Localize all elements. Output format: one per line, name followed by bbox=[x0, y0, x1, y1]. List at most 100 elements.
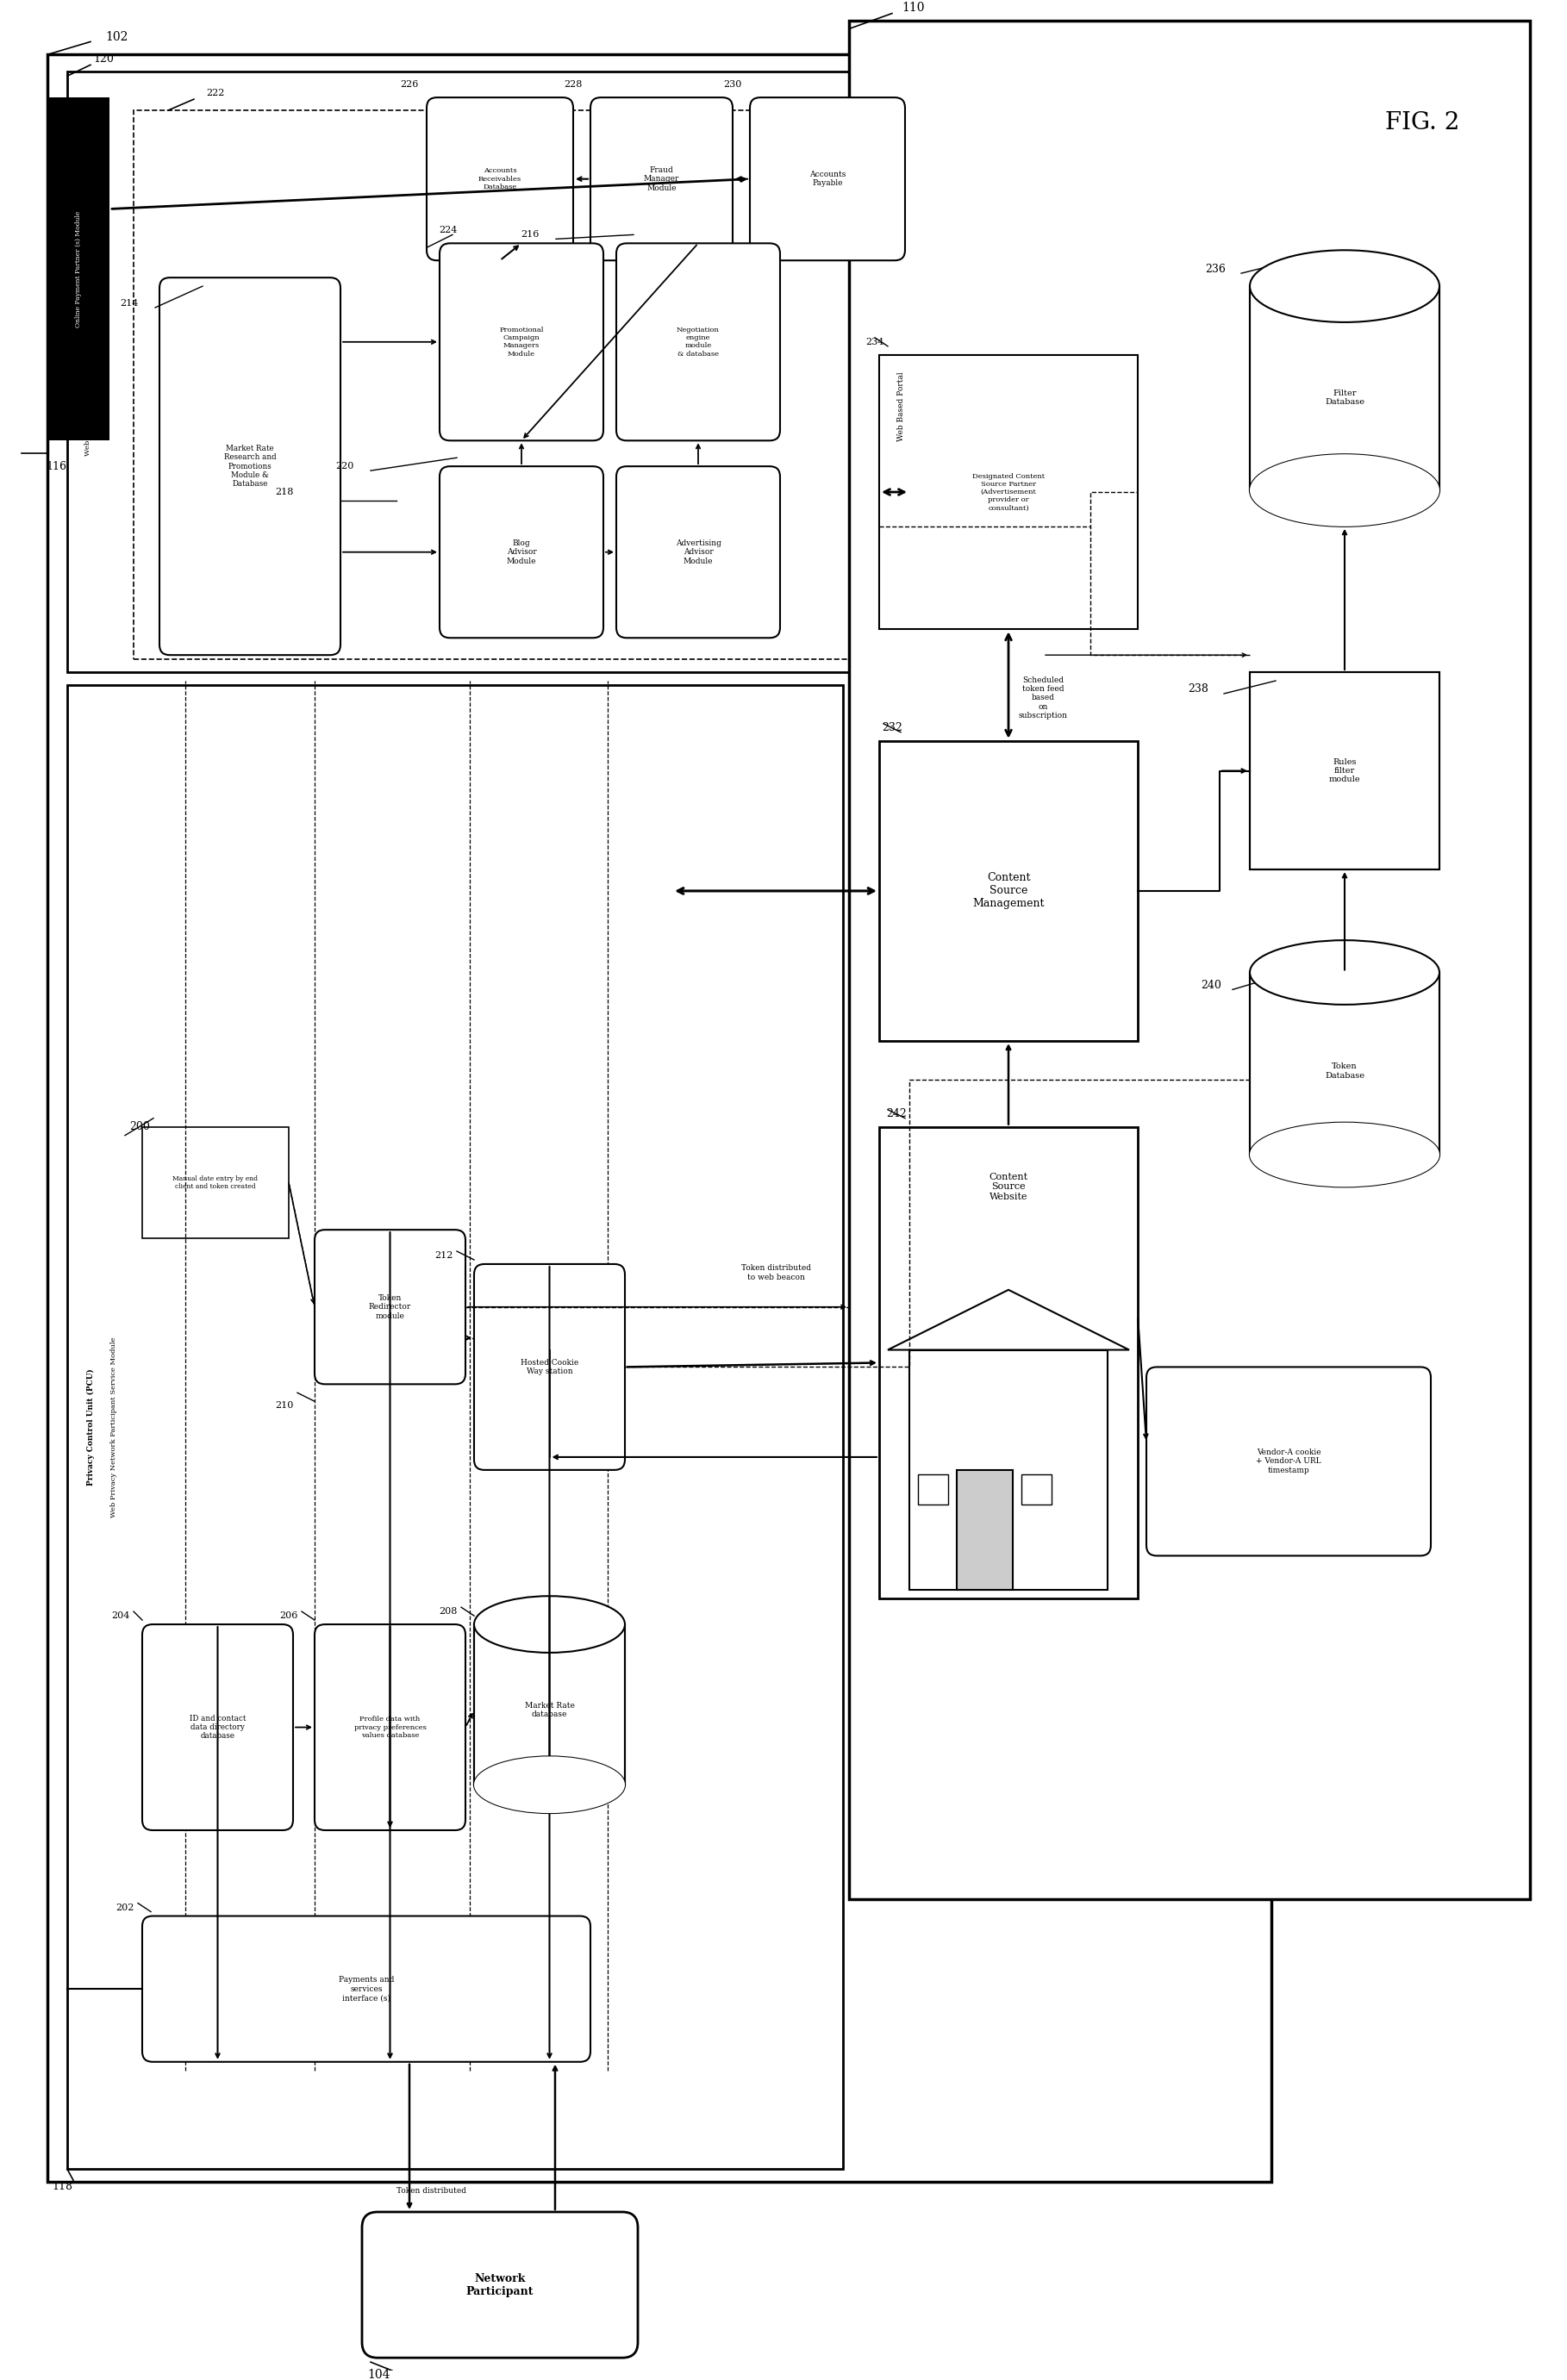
Text: Content
Source
Website: Content Source Website bbox=[989, 1173, 1028, 1202]
Text: 104: 104 bbox=[368, 2368, 390, 2380]
Text: 232: 232 bbox=[882, 724, 903, 733]
FancyBboxPatch shape bbox=[616, 243, 780, 440]
Text: Accounts
Receivables
Database: Accounts Receivables Database bbox=[478, 167, 522, 190]
Text: 200: 200 bbox=[130, 1121, 150, 1133]
Text: Blog
Advisor
Module: Blog Advisor Module bbox=[506, 540, 536, 564]
Text: 206: 206 bbox=[279, 1611, 298, 1621]
Text: 202: 202 bbox=[116, 1904, 135, 1911]
Bar bbox=[133, 109, 884, 659]
Ellipse shape bbox=[1250, 940, 1440, 1004]
Text: Payments and
services
interface (s): Payments and services interface (s) bbox=[338, 1975, 393, 2002]
Ellipse shape bbox=[1250, 250, 1440, 321]
Text: Fraud
Manager
Module: Fraud Manager Module bbox=[644, 167, 680, 193]
Text: Advertising
Advisor
Module: Advertising Advisor Module bbox=[675, 540, 721, 564]
Text: Token distributed: Token distributed bbox=[396, 2187, 465, 2194]
Bar bbox=[1250, 973, 1440, 1154]
Bar bbox=[1250, 671, 1440, 869]
FancyBboxPatch shape bbox=[440, 466, 603, 638]
Bar bbox=[879, 355, 1138, 628]
FancyBboxPatch shape bbox=[426, 98, 574, 259]
Text: 210: 210 bbox=[276, 1402, 293, 1409]
Text: 226: 226 bbox=[400, 81, 418, 88]
Bar bbox=[67, 685, 843, 2168]
Text: 204: 204 bbox=[111, 1611, 130, 1621]
Bar bbox=[1022, 1473, 1051, 1504]
FancyBboxPatch shape bbox=[751, 98, 906, 259]
Text: Negotiation
engine
module
& database: Negotiation engine module & database bbox=[677, 326, 719, 357]
Text: Hosted Cookie
Way station: Hosted Cookie Way station bbox=[520, 1359, 578, 1376]
Text: 102: 102 bbox=[105, 31, 128, 43]
Text: 234: 234 bbox=[865, 338, 884, 345]
Text: 208: 208 bbox=[439, 1606, 458, 1616]
Text: Rules
filter
module: Rules filter module bbox=[1329, 757, 1360, 783]
FancyBboxPatch shape bbox=[1147, 1366, 1431, 1557]
Bar bbox=[47, 98, 110, 440]
Text: 240: 240 bbox=[1200, 981, 1221, 990]
Text: Token
Database: Token Database bbox=[1324, 1064, 1365, 1081]
Text: Token distributed
to web beacon: Token distributed to web beacon bbox=[741, 1264, 810, 1280]
Bar bbox=[957, 1471, 1012, 1590]
Text: Scheduled
token feed
based
on
subscription: Scheduled token feed based on subscripti… bbox=[1019, 676, 1067, 719]
Text: 242: 242 bbox=[887, 1109, 907, 1119]
Polygon shape bbox=[888, 1290, 1130, 1349]
FancyBboxPatch shape bbox=[475, 1264, 625, 1471]
Text: 116: 116 bbox=[45, 462, 66, 471]
Text: 120: 120 bbox=[92, 52, 114, 64]
Text: FIG. 2: FIG. 2 bbox=[1385, 112, 1459, 136]
Text: Privacy Control Unit (PCU): Privacy Control Unit (PCU) bbox=[86, 1368, 94, 1485]
Bar bbox=[47, 55, 1271, 2182]
FancyBboxPatch shape bbox=[160, 278, 340, 654]
Text: 218: 218 bbox=[276, 488, 293, 497]
FancyBboxPatch shape bbox=[143, 1626, 293, 1830]
FancyBboxPatch shape bbox=[616, 466, 780, 638]
Text: 212: 212 bbox=[434, 1252, 453, 1259]
Bar bbox=[1250, 286, 1440, 490]
Text: 222: 222 bbox=[207, 88, 224, 98]
Text: Web Privacy Content Source Services Module: Web Privacy Content Source Services Modu… bbox=[85, 288, 91, 455]
Bar bbox=[143, 1126, 288, 1238]
Text: 238: 238 bbox=[1188, 683, 1208, 695]
Text: Designated Content
Source Partner
(Advertisement
provider or
consultant): Designated Content Source Partner (Adver… bbox=[972, 474, 1045, 512]
Text: Content
Source
Management: Content Source Management bbox=[973, 873, 1045, 909]
Text: 216: 216 bbox=[520, 231, 539, 238]
Text: 110: 110 bbox=[903, 2, 925, 14]
Text: Network
Participant: Network Participant bbox=[465, 2273, 534, 2297]
Ellipse shape bbox=[475, 1756, 625, 1814]
Bar bbox=[849, 21, 1529, 1899]
Text: Online Payment Partner (s) Module: Online Payment Partner (s) Module bbox=[75, 212, 81, 328]
Text: Filter
Database: Filter Database bbox=[1324, 390, 1365, 407]
Ellipse shape bbox=[475, 1597, 625, 1652]
Bar bbox=[918, 1473, 948, 1504]
Bar bbox=[879, 740, 1138, 1040]
Text: 220: 220 bbox=[335, 462, 354, 471]
Text: Vendor-A cookie
+ Vendor-A URL
timestamp: Vendor-A cookie + Vendor-A URL timestamp bbox=[1257, 1449, 1321, 1473]
Bar bbox=[909, 1349, 1108, 1590]
FancyBboxPatch shape bbox=[315, 1230, 465, 1385]
Text: 214: 214 bbox=[121, 300, 138, 307]
Text: Accounts
Payable: Accounts Payable bbox=[809, 171, 846, 188]
Text: 228: 228 bbox=[564, 81, 583, 88]
FancyBboxPatch shape bbox=[362, 2211, 638, 2359]
Ellipse shape bbox=[1250, 1123, 1440, 1188]
Ellipse shape bbox=[1250, 455, 1440, 526]
Bar bbox=[879, 1126, 1138, 1599]
Text: 118: 118 bbox=[52, 2180, 72, 2192]
Text: Market Rate
Research and
Promotions
Module &
Database: Market Rate Research and Promotions Modu… bbox=[224, 445, 276, 488]
FancyBboxPatch shape bbox=[143, 1916, 591, 2061]
Bar bbox=[1250, 671, 1440, 869]
Text: ID and contact
data directory
database: ID and contact data directory database bbox=[190, 1714, 246, 1740]
Text: Profile data with
privacy preferences
values database: Profile data with privacy preferences va… bbox=[354, 1716, 426, 1740]
Text: 236: 236 bbox=[1205, 264, 1225, 274]
Ellipse shape bbox=[1250, 1123, 1440, 1188]
Bar bbox=[475, 1626, 625, 1785]
Text: Promotional
Campaign
Managers
Module: Promotional Campaign Managers Module bbox=[500, 326, 544, 357]
Text: Token
Redirector
module: Token Redirector module bbox=[368, 1295, 411, 1321]
Bar bbox=[67, 71, 1247, 671]
FancyBboxPatch shape bbox=[591, 98, 733, 259]
Bar bbox=[1250, 671, 1440, 869]
Text: Market Rate
database: Market Rate database bbox=[525, 1702, 575, 1718]
FancyBboxPatch shape bbox=[440, 243, 603, 440]
Text: 230: 230 bbox=[724, 81, 741, 88]
FancyBboxPatch shape bbox=[315, 1626, 465, 1830]
Text: Web Privacy Network Participant Service Module: Web Privacy Network Participant Service … bbox=[110, 1338, 118, 1518]
